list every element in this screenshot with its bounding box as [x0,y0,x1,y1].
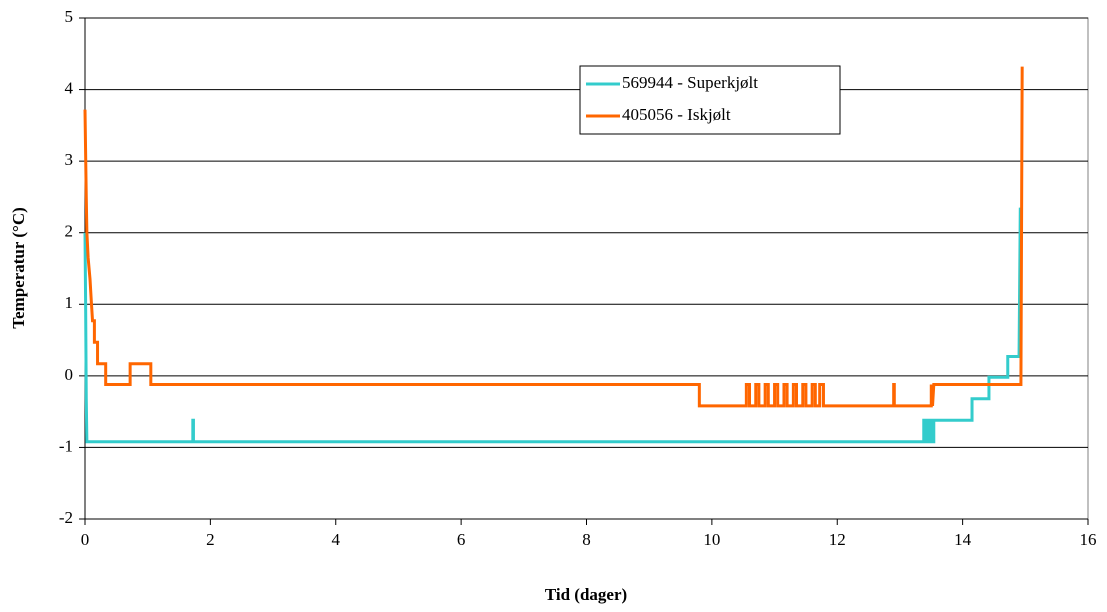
legend-label: 569944 - Superkjølt [622,73,758,92]
y-tick-label: 0 [65,365,74,384]
legend-label: 405056 - Iskjølt [622,105,731,124]
x-axis-title: Tid (dager) [545,585,627,604]
x-tick-label: 4 [332,530,341,549]
x-tick-label: 14 [954,530,972,549]
y-tick-label: 5 [65,7,74,26]
x-tick-label: 2 [206,530,215,549]
y-tick-label: 3 [65,150,74,169]
y-tick-label: 2 [65,222,74,241]
series-line [83,207,1022,444]
y-tick-label: 1 [65,293,74,312]
y-tick-label: 4 [65,78,74,97]
x-tick-label: 0 [81,530,90,549]
x-tick-label: 10 [703,530,720,549]
x-tick-label: 12 [829,530,846,549]
x-tick-label: 6 [457,530,466,549]
x-tick-label: 16 [1080,530,1097,549]
series-line [83,66,1024,408]
y-tick-label: -2 [59,508,73,527]
y-tick-label: -1 [59,436,73,455]
legend-box [579,65,841,135]
y-axis-title: Temperatur (°C) [9,207,28,329]
x-tick-label: 8 [582,530,591,549]
